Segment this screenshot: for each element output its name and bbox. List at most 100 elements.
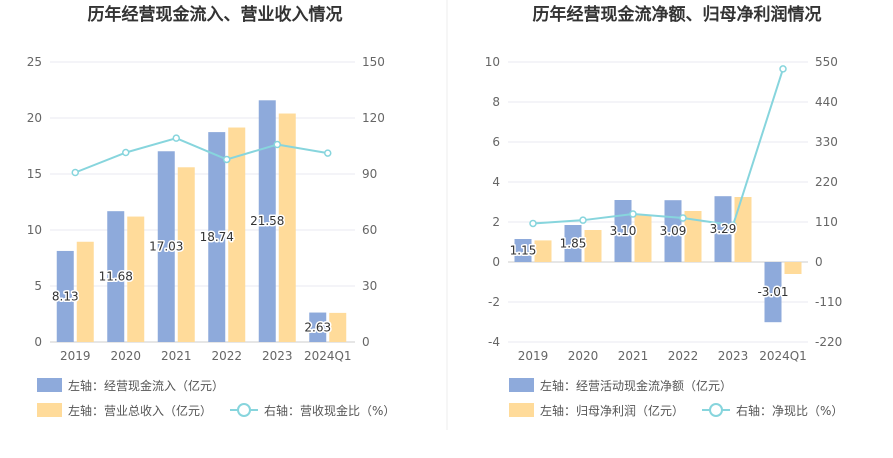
bar-marks (514, 196, 802, 323)
line-point (324, 149, 332, 157)
right-axis-tick-label: 220 (815, 175, 838, 189)
left-axis-tick-label: -2 (488, 295, 500, 309)
left-axis-tick-label: 0 (492, 255, 500, 269)
bar-data-label: -3.01 (757, 285, 788, 299)
line-series (529, 65, 787, 230)
line-point (122, 148, 130, 157)
right-axis-tick-label: 90 (362, 167, 377, 181)
line-point (273, 140, 281, 149)
legend-swatch-marker (709, 403, 723, 417)
bar-primary (258, 100, 276, 342)
bar-primary (664, 200, 682, 262)
bar-primary (208, 132, 226, 342)
x-axis-tick-label: 2022 (668, 349, 699, 363)
bar-primary (514, 239, 532, 262)
left-axis-tick-label: 6 (492, 135, 500, 149)
right-axis-tick-label: -220 (815, 335, 842, 349)
bar-secondary (76, 241, 94, 342)
bar-primary (564, 225, 582, 262)
bar-secondary (177, 167, 195, 342)
legend-swatch-marker (237, 403, 251, 417)
bar-data-label: 17.03 (149, 240, 183, 254)
legend-item-cash-ratio[interactable]: 右轴：营收现金比（%） (230, 403, 395, 418)
x-axis-tick-label: 2019 (60, 349, 91, 363)
legend-swatch-bar-primary (509, 378, 534, 392)
legend-label: 左轴：归母净利润（亿元） (540, 403, 684, 418)
right-axis-ticks: 0 30 60 90 120 150 (362, 55, 385, 349)
right-axis-tick-label: 440 (815, 95, 838, 109)
right-axis-tick-label: 150 (362, 55, 385, 69)
x-axis-tick-label: 2023 (262, 349, 293, 363)
bar-secondary (228, 127, 246, 343)
data-labels: 1.15 1.85 3.10 3.09 3.29 -3.01 (508, 221, 790, 301)
bar-secondary (684, 211, 702, 262)
legend-item-net-profit[interactable]: 左轴：归母净利润（亿元） (509, 403, 684, 418)
bar-primary (107, 211, 125, 342)
legend: 左轴：经营现金流入（亿元） 左轴：营业总收入（亿元） 右轴：营收现金比（%） (37, 378, 395, 418)
grid-lines (50, 61, 355, 343)
bar-data-label: 3.10 (610, 224, 637, 238)
left-axis-tick-label: 0 (34, 335, 42, 349)
left-axis-tick-label: 10 (27, 223, 42, 237)
grid-lines (508, 61, 808, 343)
bar-primary (157, 151, 175, 342)
bar-secondary (584, 230, 602, 262)
legend-label: 左轴：经营活动现金流净额（亿元） (540, 378, 732, 393)
legend-item-net-cash-ratio[interactable]: 右轴：净现比（%） (702, 403, 843, 418)
right-axis-tick-label: 0 (815, 255, 823, 269)
line-point (729, 221, 737, 230)
legend-swatch-bar-primary (37, 378, 62, 392)
bar-data-label: 3.09 (660, 224, 687, 238)
right-axis-tick-label: 0 (362, 335, 370, 349)
legend-label: 左轴：营业总收入（亿元） (68, 403, 212, 418)
right-axis-tick-label: 30 (362, 279, 377, 293)
bar-data-label: 21.58 (250, 214, 284, 228)
legend-item-cash-inflow[interactable]: 左轴：经营现金流入（亿元） (37, 378, 224, 393)
bar-secondary (534, 240, 552, 262)
right-axis-tick-label: 120 (362, 111, 385, 125)
legend-item-net-cash-flow[interactable]: 左轴：经营活动现金流净额（亿元） (509, 378, 732, 393)
chart-title: 历年经营现金流净额、归母净利润情况 (533, 4, 822, 25)
legend: 左轴：经营活动现金流净额（亿元） 左轴：归母净利润（亿元） 右轴：净现比（%） (509, 378, 843, 418)
line-path (74, 137, 328, 174)
chart-title: 历年经营现金流入、营业收入情况 (88, 4, 343, 25)
bar-data-label: 1.85 (560, 237, 587, 251)
bar-data-label: 1.15 (510, 244, 537, 258)
bar-secondary (734, 197, 752, 262)
bar-data-label: 11.68 (99, 270, 133, 284)
right-axis-tick-label: -110 (815, 295, 842, 309)
x-axis-ticks: 2019 2020 2021 2022 2023 2024Q1 (60, 349, 352, 363)
left-axis-tick-label: 5 (34, 279, 42, 293)
bar-data-label: 8.13 (52, 289, 79, 303)
bar-secondary (784, 262, 802, 274)
bar-primary (56, 250, 74, 342)
bar-data-label: 18.74 (200, 230, 234, 244)
left-axis-ticks: -4 -2 0 2 4 6 8 10 (485, 55, 500, 349)
right-axis-tick-label: 60 (362, 223, 377, 237)
bar-primary (714, 196, 732, 262)
x-axis-tick-label: 2024Q1 (759, 349, 807, 363)
left-axis-tick-label: -4 (488, 335, 500, 349)
bar-secondary (127, 216, 145, 342)
legend-swatch-bar-secondary (37, 403, 62, 417)
bar-data-label: 2.63 (304, 320, 331, 334)
line-point (529, 219, 537, 228)
bar-secondary (329, 312, 347, 342)
left-axis-tick-label: 25 (27, 55, 42, 69)
line-point (71, 168, 79, 177)
legend-item-revenue[interactable]: 左轴：营业总收入（亿元） (37, 403, 212, 418)
bar-secondary (278, 113, 296, 343)
left-axis-tick-label: 4 (492, 175, 500, 189)
left-axis-tick-label: 2 (492, 215, 500, 229)
line-point (172, 134, 180, 142)
x-axis-tick-label: 2020 (568, 349, 599, 363)
x-axis-ticks: 2019 2020 2021 2022 2023 2024Q1 (518, 349, 807, 363)
bar-primary (764, 262, 782, 323)
bar-marks (56, 100, 347, 343)
left-axis-tick-label: 20 (27, 111, 42, 125)
right-axis-tick-label: 330 (815, 135, 838, 149)
legend-swatch-bar-secondary (509, 403, 534, 417)
line-point (579, 216, 587, 224)
